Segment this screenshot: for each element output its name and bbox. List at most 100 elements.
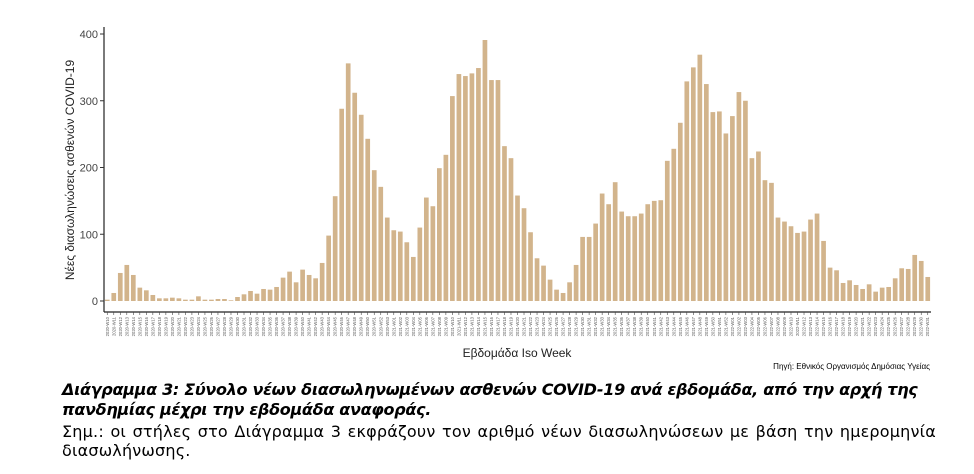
- bar: [130, 274, 136, 301]
- y-tick-label: 200: [80, 163, 98, 175]
- x-tick-label: 2020-W32: [248, 316, 253, 336]
- x-tick-label: 2020-W34: [261, 316, 266, 336]
- x-tick-label: 2020-W28: [222, 316, 227, 336]
- x-tick-label: 2020-W41: [307, 316, 312, 336]
- x-tick-label: 2021-W01: [391, 316, 396, 336]
- bar: [899, 268, 905, 301]
- x-tick-label: 2022-W13: [808, 316, 813, 336]
- x-tick-label: 2020-W48: [352, 316, 357, 336]
- x-tick-label: 2020-W40: [300, 316, 305, 336]
- bar: [463, 76, 468, 301]
- bar: [443, 154, 449, 301]
- x-tick-label: 2021-W02: [398, 316, 403, 336]
- x-tick-label: 2020-W24: [196, 316, 201, 336]
- x-tick-label: 2020-W35: [268, 316, 273, 336]
- x-tick-label: 2021-W21: [522, 316, 527, 336]
- x-tick-label: 2022-W22: [867, 316, 872, 336]
- bar: [918, 260, 924, 301]
- bar: [547, 279, 553, 301]
- bar: [143, 290, 149, 301]
- x-tick-label: 2021-W06: [424, 316, 429, 336]
- bar: [508, 158, 514, 301]
- x-tick-label: 2021-W19: [508, 316, 513, 336]
- x-tick-label: 2020-W13: [124, 316, 129, 336]
- x-tick-label: 2020-W27: [215, 316, 220, 336]
- bar: [254, 293, 260, 301]
- x-tick-label: 2022-W23: [873, 316, 878, 336]
- x-tick-label: 2020-W51: [372, 316, 377, 336]
- bar: [515, 195, 520, 301]
- x-tick-label: 2021-W29: [574, 316, 579, 336]
- x-tick-label: 2020-W21: [176, 316, 181, 336]
- bar: [782, 221, 787, 301]
- x-tick-label: 2021-W24: [541, 316, 546, 336]
- bar: [358, 114, 364, 302]
- bar: [599, 193, 605, 301]
- x-tick-label: 2020-W16: [144, 316, 149, 336]
- bar: [573, 264, 579, 301]
- bar: [567, 282, 572, 301]
- bar: [502, 146, 507, 301]
- bar: [814, 213, 820, 301]
- x-tick-label: 2021-W09: [443, 316, 448, 336]
- x-tick-label: 2020-W12: [118, 316, 123, 336]
- figure-caption-title: Διάγραμμα 3: Σύνολο νέων διασωληνωμένων …: [62, 380, 918, 419]
- x-tick-label: 2021-W05: [417, 316, 422, 336]
- x-tick-label: 2020-W50: [365, 316, 370, 336]
- x-axis: 2020-W10 2020-W11 2020-W12 2020-W13 2020-W14…: [104, 311, 931, 336]
- x-tick-label: 2021-W42: [658, 316, 663, 336]
- x-tick-label: 2020-W52: [378, 316, 383, 336]
- bar: [202, 299, 208, 301]
- x-tick-label: 2021-W35: [613, 316, 618, 336]
- x-tick-label: 2022-W29: [912, 316, 917, 336]
- x-tick-label: 2021-W52: [723, 316, 728, 336]
- x-tick-label: 2021-W45: [678, 316, 683, 336]
- x-tick-label: 2022-W26: [893, 316, 898, 336]
- x-tick-label: 2021-W47: [691, 316, 696, 336]
- bar: [267, 289, 273, 301]
- x-tick-label: 2020-W10: [105, 316, 110, 336]
- bar: [638, 213, 644, 301]
- x-tick-label: 2020-W29: [228, 316, 233, 336]
- bar: [827, 267, 833, 302]
- x-tick-label: 2020-W18: [157, 316, 162, 336]
- bar: [313, 278, 318, 302]
- bar: [293, 282, 299, 301]
- bar: [228, 300, 234, 301]
- x-tick-label: 2022-W06: [762, 316, 767, 336]
- x-tick-label: 2021-W17: [495, 316, 500, 336]
- bar: [749, 158, 755, 301]
- y-axis-label: Νέες διασωληνώσεις ασθενών COVID-19: [63, 60, 77, 281]
- bar: [723, 133, 729, 301]
- bar: [378, 186, 384, 301]
- bar: [222, 299, 227, 301]
- x-tick-label: 2021-W10: [450, 316, 455, 336]
- x-tick-label: 2022-W28: [906, 316, 911, 336]
- bar: [808, 219, 813, 301]
- bar: [853, 284, 859, 301]
- x-tick-label: 2021-W33: [600, 316, 605, 336]
- bar: [795, 232, 800, 301]
- x-tick-label: 2022-W20: [854, 316, 859, 336]
- x-tick-label: 2021-W34: [606, 316, 611, 336]
- bar: [437, 168, 442, 301]
- x-tick-label: 2020-W20: [170, 316, 175, 336]
- bar: [345, 63, 351, 302]
- x-tick-label: 2021-W46: [684, 316, 689, 336]
- x-tick-label: 2020-W26: [209, 316, 214, 336]
- bar: [391, 230, 397, 301]
- bar: [892, 278, 898, 302]
- bar: [209, 299, 214, 301]
- bar: [743, 100, 748, 301]
- bar: [476, 68, 481, 301]
- bar: [189, 299, 195, 301]
- bar: [117, 272, 123, 301]
- x-tick-label: 2020-W42: [313, 316, 318, 336]
- x-tick-label: 2021-W28: [567, 316, 572, 336]
- bar: [677, 122, 683, 301]
- bar: [730, 116, 735, 301]
- x-tick-label: 2020-W36: [274, 316, 279, 336]
- x-tick-label: 2022-W09: [782, 316, 787, 336]
- source-note: Πηγή: Εθνικός Οργανισμός Δημόσιας Υγείας: [773, 362, 930, 371]
- bar: [651, 200, 657, 302]
